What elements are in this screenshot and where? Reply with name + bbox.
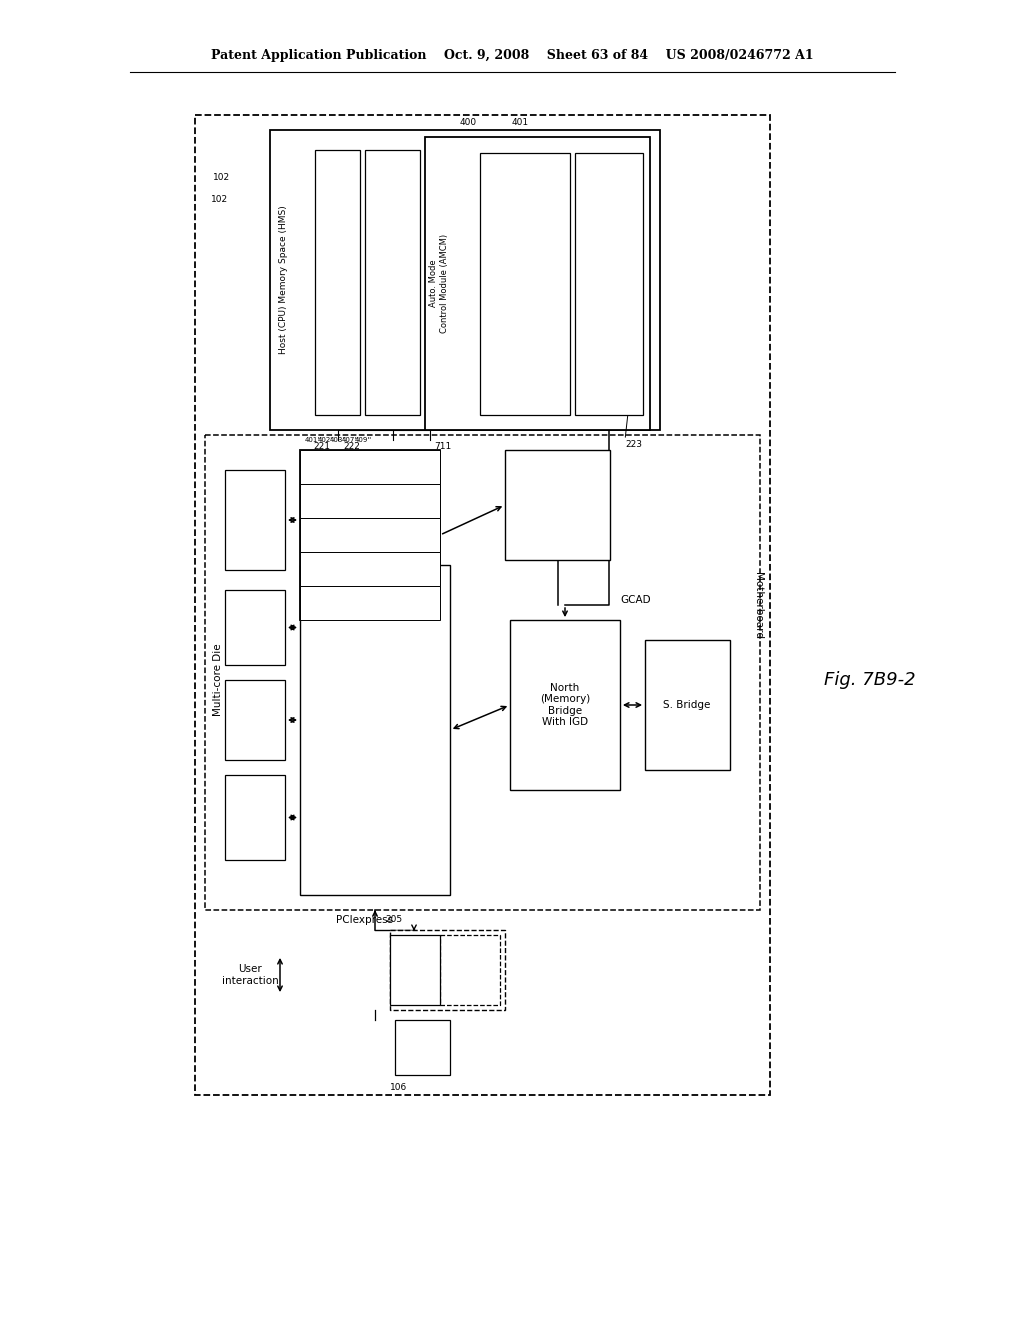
Bar	[300, 565, 450, 895]
Text: 407'': 407''	[342, 437, 359, 444]
Bar	[225, 590, 285, 665]
Text: Host (CPU) Memory Space (HMS): Host (CPU) Memory Space (HMS)	[280, 206, 289, 354]
Text: GPU driver: GPU driver	[604, 264, 613, 305]
Bar	[300, 450, 440, 484]
Bar	[300, 552, 440, 586]
Bar	[300, 586, 440, 620]
Text: User
interaction: User interaction	[221, 964, 279, 986]
Text: Recomp. module: Recomp. module	[338, 531, 402, 540]
Text: Decomposition
module (1): Decomposition module (1)	[515, 255, 535, 313]
Text: Decomp. mdl (2): Decomp. mdl (2)	[338, 462, 402, 471]
Text: Motherboard: Motherboard	[753, 572, 763, 639]
Text: Multi-core Die: Multi-core Die	[213, 644, 223, 717]
Bar	[390, 931, 505, 1010]
Text: Fig. 7B9-2: Fig. 7B9-2	[824, 671, 915, 689]
Text: 222: 222	[344, 442, 360, 451]
Bar	[575, 153, 643, 414]
Text: CPU core
and
L1 caches: CPU core and L1 caches	[237, 506, 274, 535]
Bar	[510, 620, 620, 789]
Bar	[225, 680, 285, 760]
Text: 400: 400	[460, 117, 476, 127]
Bar	[395, 1020, 450, 1074]
Text: Patent Application Publication    Oct. 9, 2008    Sheet 63 of 84    US 2008/0246: Patent Application Publication Oct. 9, 2…	[211, 49, 813, 62]
Text: Graphic
HUB: Graphic HUB	[537, 494, 578, 516]
Bar	[300, 484, 440, 517]
Bar	[425, 137, 650, 430]
Text: 221: 221	[313, 442, 331, 451]
Bar	[505, 450, 610, 560]
Bar	[480, 153, 570, 414]
Text: Control: Control	[356, 598, 384, 607]
Text: CPU core
and
L1 caches: CPU core and L1 caches	[237, 612, 274, 643]
Text: GCAD: GCAD	[620, 595, 650, 605]
Text: Distribut.. module: Distribut.. module	[335, 496, 404, 506]
Bar	[270, 129, 660, 430]
Text: Application: Application	[333, 257, 342, 308]
Bar	[645, 640, 730, 770]
Bar	[365, 150, 420, 414]
Bar	[300, 517, 440, 552]
Text: Video
Mem.: Video Mem.	[459, 961, 480, 979]
Text: 106: 106	[390, 1082, 408, 1092]
Text: 711: 711	[434, 442, 452, 451]
Text: North
(Memory)
Bridge
With IGD: North (Memory) Bridge With IGD	[540, 682, 590, 727]
Text: GPU
Mem.: GPU Mem.	[404, 961, 426, 979]
Bar	[315, 150, 360, 414]
Text: 403': 403'	[330, 437, 345, 444]
Text: S. Bridge: S. Bridge	[664, 700, 711, 710]
Text: ...: ...	[248, 638, 262, 652]
Bar	[225, 775, 285, 861]
Bar	[195, 115, 770, 1096]
Text: 205: 205	[385, 915, 402, 924]
Text: Profiler: Profiler	[356, 565, 384, 573]
Bar	[300, 450, 440, 620]
Text: 401: 401	[511, 117, 528, 127]
Text: 401'': 401''	[305, 437, 323, 444]
Bar	[440, 935, 500, 1005]
Text: CPU core
and
L1 caches: CPU core and L1 caches	[237, 705, 274, 735]
Text: Standard Graphics
Library: Standard Graphics Library	[383, 247, 402, 318]
Bar	[205, 436, 760, 909]
Text: 102: 102	[213, 173, 230, 182]
Text: 223: 223	[625, 440, 642, 449]
Bar	[225, 470, 285, 570]
Text: CPU core
and
L1 caches: CPU core and L1 caches	[237, 803, 274, 833]
Text: PCIexpress: PCIexpress	[337, 915, 393, 925]
Text: Interconnect network (e.g. crossbar switch)
and L2 caches: Interconnect network (e.g. crossbar swit…	[366, 647, 385, 813]
Bar	[390, 935, 440, 1005]
Text: Auto. Mode
Control Module (AMCM): Auto. Mode Control Module (AMCM)	[429, 234, 449, 333]
Text: 102: 102	[211, 195, 228, 205]
Text: 402': 402'	[318, 437, 333, 444]
Text: 409'': 409''	[355, 437, 372, 444]
